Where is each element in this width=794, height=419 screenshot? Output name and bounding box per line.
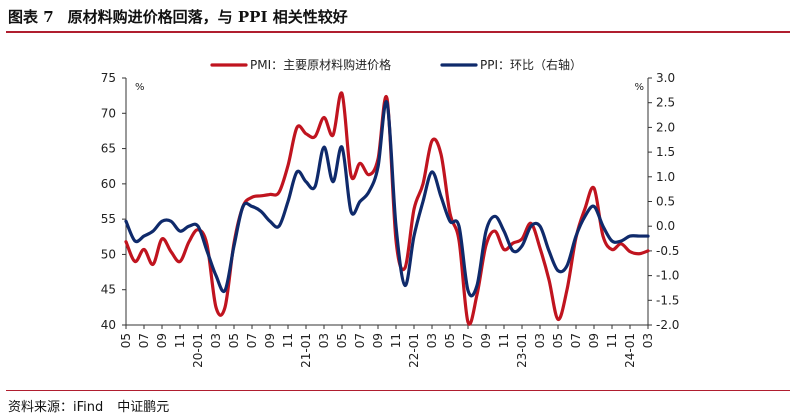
- x-tick-label: 20-01: [191, 333, 205, 368]
- right-tick-label: 0.0: [656, 219, 675, 233]
- left-tick-label: 55: [101, 212, 116, 226]
- x-tick-label: 07: [461, 333, 475, 348]
- x-tick-label: 11: [605, 333, 619, 348]
- right-tick-label: 2.0: [656, 120, 675, 134]
- x-tick-label: 07: [569, 333, 583, 348]
- source-text: 资料来源：iFind: [8, 400, 104, 415]
- x-tick-label: 11: [497, 333, 511, 348]
- right-tick-label: -2.0: [656, 318, 679, 332]
- top-rule: [6, 31, 790, 33]
- right-tick-label: -0.5: [656, 244, 679, 258]
- x-tick-label: 07: [353, 333, 367, 348]
- legend-label: PPI：环比（右轴）: [480, 57, 582, 72]
- x-tick-label: 24-01: [623, 333, 637, 368]
- x-tick-label: 03: [533, 333, 547, 348]
- series-line-pmi: [124, 91, 650, 326]
- x-tick-label: 11: [173, 333, 187, 348]
- figure-number: 图表 7: [8, 8, 54, 26]
- x-tick-label: 03: [641, 333, 655, 348]
- line-chart: 40 45 50 55 60 65 70 75 -2.0 -1.5 -1.0 -0.5 0.0 0.5 1.…: [101, 57, 680, 368]
- x-tick-label: 11: [281, 333, 295, 348]
- x-tick-label: 07: [137, 333, 151, 348]
- x-tick-label: 05: [443, 333, 457, 348]
- right-tick-label: 1.5: [656, 145, 675, 159]
- x-tick-label: 03: [209, 333, 223, 348]
- source-note: 资料来源：iFind 中证鹏元: [8, 396, 169, 415]
- x-tick-label: 21-01: [299, 333, 313, 368]
- x-tick-label: 11: [389, 333, 403, 348]
- right-tick-label: 1.0: [656, 170, 675, 184]
- figure-title: 原材料购进价格回落，与 PPI 相关性较好: [67, 8, 348, 26]
- left-tick-label: 60: [101, 177, 116, 191]
- left-tick-label: 65: [101, 142, 116, 156]
- left-tick-label: 70: [101, 106, 116, 120]
- x-tick-label: 22-01: [407, 333, 421, 368]
- right-tick-label: 3.0: [656, 71, 675, 85]
- x-tick-label: 07: [245, 333, 259, 348]
- x-tick-label: 09: [155, 333, 169, 348]
- right-tick-label: -1.5: [656, 293, 679, 307]
- right-tick-label: -1.0: [656, 269, 679, 283]
- x-tick-label: 05: [227, 333, 241, 348]
- chart-title: 图表 7 原材料购进价格回落，与 PPI 相关性较好: [8, 6, 348, 27]
- left-tick-label: 50: [101, 247, 116, 261]
- legend: PMI：主要原材料购进价格 PPI：环比（右轴）: [210, 57, 582, 72]
- series-line-ppi: [124, 100, 650, 298]
- right-axis-unit: %: [634, 82, 644, 93]
- x-tick-label: 05: [119, 333, 133, 348]
- x-tick-label: 05: [551, 333, 565, 348]
- x-tick-label: 03: [317, 333, 331, 348]
- x-tick-label: 05: [335, 333, 349, 348]
- left-axis-unit: %: [135, 82, 145, 93]
- x-tick-label: 09: [587, 333, 601, 348]
- legend-label: PMI：主要原材料购进价格: [250, 57, 391, 72]
- x-tick-label: 09: [479, 333, 493, 348]
- axes: 40 45 50 55 60 65 70 75 -2.0 -1.5 -1.0 -0.5 0.0 0.5 1.…: [101, 71, 680, 368]
- left-tick-label: 75: [101, 71, 116, 85]
- bottom-rule: [6, 390, 790, 391]
- x-tick-label: 03: [425, 333, 439, 348]
- x-tick-label: 09: [371, 333, 385, 348]
- right-tick-label: 2.5: [656, 96, 675, 110]
- series-layer: [124, 91, 650, 326]
- right-tick-label: 0.5: [656, 195, 675, 209]
- source-org: 中证鹏元: [117, 400, 170, 415]
- x-tick-label: 23-01: [515, 333, 529, 368]
- left-tick-label: 45: [101, 283, 116, 297]
- left-tick-label: 40: [101, 318, 116, 332]
- x-tick-label: 09: [263, 333, 277, 348]
